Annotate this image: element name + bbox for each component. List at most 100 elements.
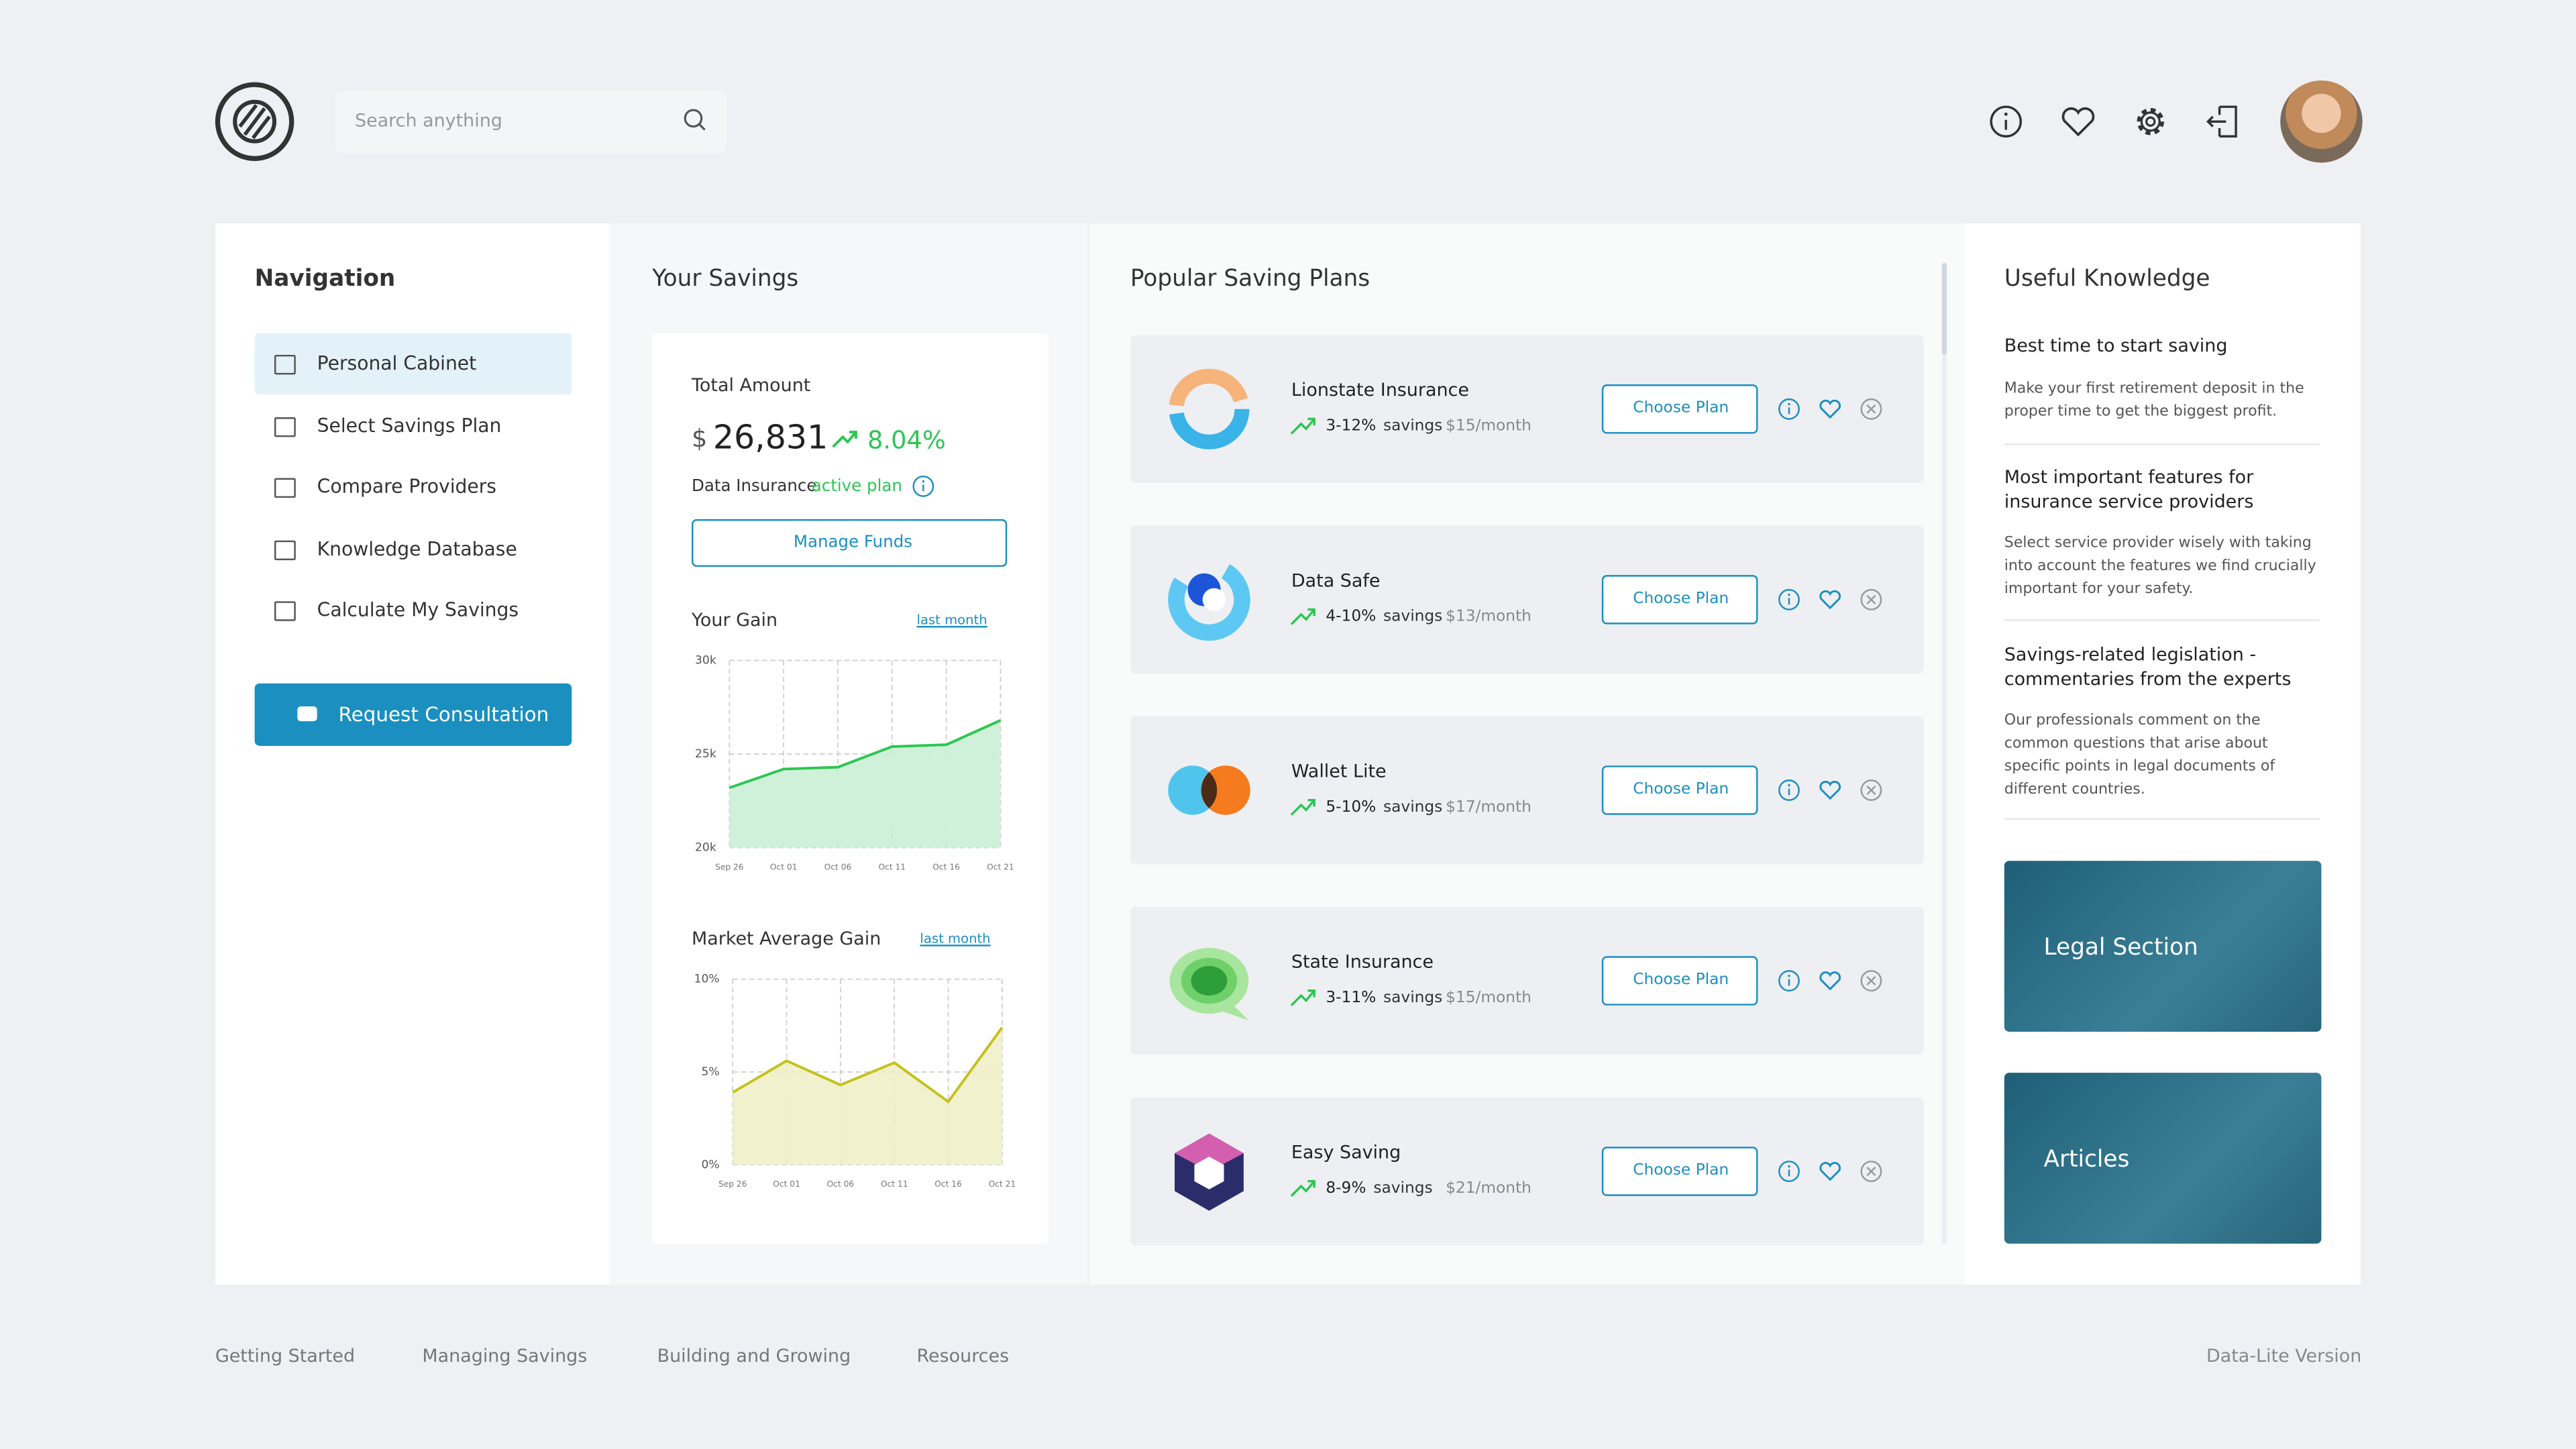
area-fill [733, 1027, 1002, 1165]
knowledge-card[interactable] [2004, 861, 2322, 1032]
footer-link[interactable]: Managing Savings [422, 1346, 588, 1368]
settings-button[interactable] [2137, 108, 2164, 136]
search-icon-part [698, 123, 706, 131]
trend-icon [1290, 608, 1316, 625]
search-input[interactable]: Search anything [354, 111, 502, 132]
info-icon[interactable] [912, 475, 934, 497]
chart-link[interactable]: last month [920, 932, 991, 947]
favorite-icon[interactable] [1819, 971, 1841, 991]
nav-item[interactable]: Calculate My Savings [317, 598, 519, 621]
favorite-icon[interactable] [1819, 780, 1841, 800]
dismiss-icon-part [1860, 970, 1882, 991]
plan-range: 8-9% [1326, 1180, 1366, 1199]
info-icon[interactable] [1778, 780, 1800, 801]
info-icon-part [1778, 588, 1800, 610]
chart-link[interactable]: last month [916, 612, 987, 628]
trend-icon-part [832, 431, 857, 448]
dismiss-icon[interactable] [1860, 970, 1882, 991]
favorite-icon[interactable] [1819, 590, 1841, 610]
plan-savings-label: savings [1383, 798, 1443, 817]
y-tick-label: 10% [694, 973, 720, 986]
trend-icon-part [1290, 608, 1316, 625]
dismiss-icon[interactable] [1860, 1161, 1882, 1183]
x-tick-label: Sep 26 [715, 863, 744, 872]
logout-button[interactable] [2206, 105, 2237, 138]
line [729, 719, 1002, 790]
choose-button[interactable] [1601, 575, 1758, 625]
plan-price: $17/month [1446, 798, 1532, 817]
knowledge-text: Make your first retirement deposit in th… [2004, 381, 2304, 421]
dismiss-icon-part [1860, 398, 1882, 420]
manage-button-label: Manage Funds [793, 533, 913, 552]
plan-logo [1169, 368, 1250, 449]
nav-item[interactable]: Knowledge Database [317, 536, 517, 560]
nav-icon [274, 416, 296, 437]
nav-item[interactable]: Personal Cabinet [317, 352, 477, 375]
knowledge-text: Select service provider wisely with taki… [2004, 535, 2316, 598]
currency: $ [692, 423, 708, 453]
plan-card [1130, 335, 1924, 484]
search-icon[interactable] [684, 109, 706, 131]
trend-icon [1290, 798, 1316, 816]
favorites-button-part [2061, 107, 2095, 137]
nav-icon [274, 478, 296, 498]
change: 8.04% [867, 425, 946, 455]
manage-button[interactable] [692, 519, 1008, 567]
footer-link[interactable]: Building and Growing [657, 1346, 851, 1368]
nav-item[interactable]: Compare Providers [317, 474, 497, 498]
favorite-icon[interactable] [1819, 399, 1841, 419]
logo[interactable] [215, 82, 294, 162]
plan-name: Data Safe [1291, 570, 1381, 592]
plan-savings-label: savings [1383, 417, 1443, 436]
plan-logo [1175, 1133, 1244, 1211]
total-label: Total Amount [692, 375, 811, 397]
chart-title: Your Gain [692, 610, 778, 632]
info-icon-part [1788, 593, 1790, 596]
favorites-button[interactable] [2061, 107, 2095, 137]
info-icon-part [1788, 402, 1790, 406]
x-tick-label: Oct 21 [989, 1179, 1016, 1189]
section-title: Navigation [254, 265, 396, 292]
choose-button-label: Choose Plan [1633, 780, 1729, 799]
y-tick-label: 20k [695, 841, 716, 855]
info-button[interactable] [1990, 105, 2022, 138]
plan-price: $15/month [1446, 989, 1532, 1008]
footer-link[interactable]: Getting Started [215, 1346, 356, 1368]
dismiss-icon[interactable] [1860, 588, 1882, 610]
info-icon[interactable] [1778, 588, 1800, 610]
info-icon[interactable] [1778, 1161, 1800, 1183]
favorite-icon-part [1819, 399, 1841, 419]
nav-active-bg [254, 333, 572, 394]
dismiss-icon[interactable] [1860, 398, 1882, 420]
plan-range: 3-12% [1326, 417, 1377, 436]
x-tick-label: Oct 01 [770, 863, 798, 872]
info-icon[interactable] [1778, 970, 1800, 991]
plan-range: 5-10% [1326, 798, 1377, 817]
choose-button-label: Choose Plan [1633, 590, 1729, 608]
nav-item[interactable]: Select Savings Plan [317, 413, 502, 437]
knowledge-card[interactable] [2004, 1073, 2322, 1244]
favorite-icon[interactable] [1819, 1162, 1841, 1181]
choose-button[interactable] [1601, 1146, 1758, 1196]
settings-button-part [2145, 116, 2156, 127]
y-tick-label: 0% [701, 1158, 719, 1171]
choose-button[interactable] [1601, 384, 1758, 434]
footer-link[interactable]: Resources [916, 1346, 1010, 1368]
line [732, 1026, 1004, 1104]
logout-button-part [2206, 105, 2237, 138]
info-icon[interactable] [1778, 398, 1800, 420]
trend-icon-part [1290, 798, 1316, 816]
avatar[interactable] [2280, 80, 2363, 163]
info-button-part [1990, 105, 2022, 138]
x-tick-label: Oct 11 [878, 863, 906, 872]
dismiss-icon[interactable] [1860, 780, 1882, 801]
search-box[interactable] [335, 90, 727, 153]
plan-name: Easy Saving [1291, 1142, 1401, 1164]
info-icon-part [1778, 1161, 1800, 1183]
favorite-icon-part [1819, 590, 1841, 610]
choose-button[interactable] [1601, 765, 1758, 815]
choose-button[interactable] [1601, 956, 1758, 1006]
plan-name: State Insurance [1291, 951, 1434, 973]
